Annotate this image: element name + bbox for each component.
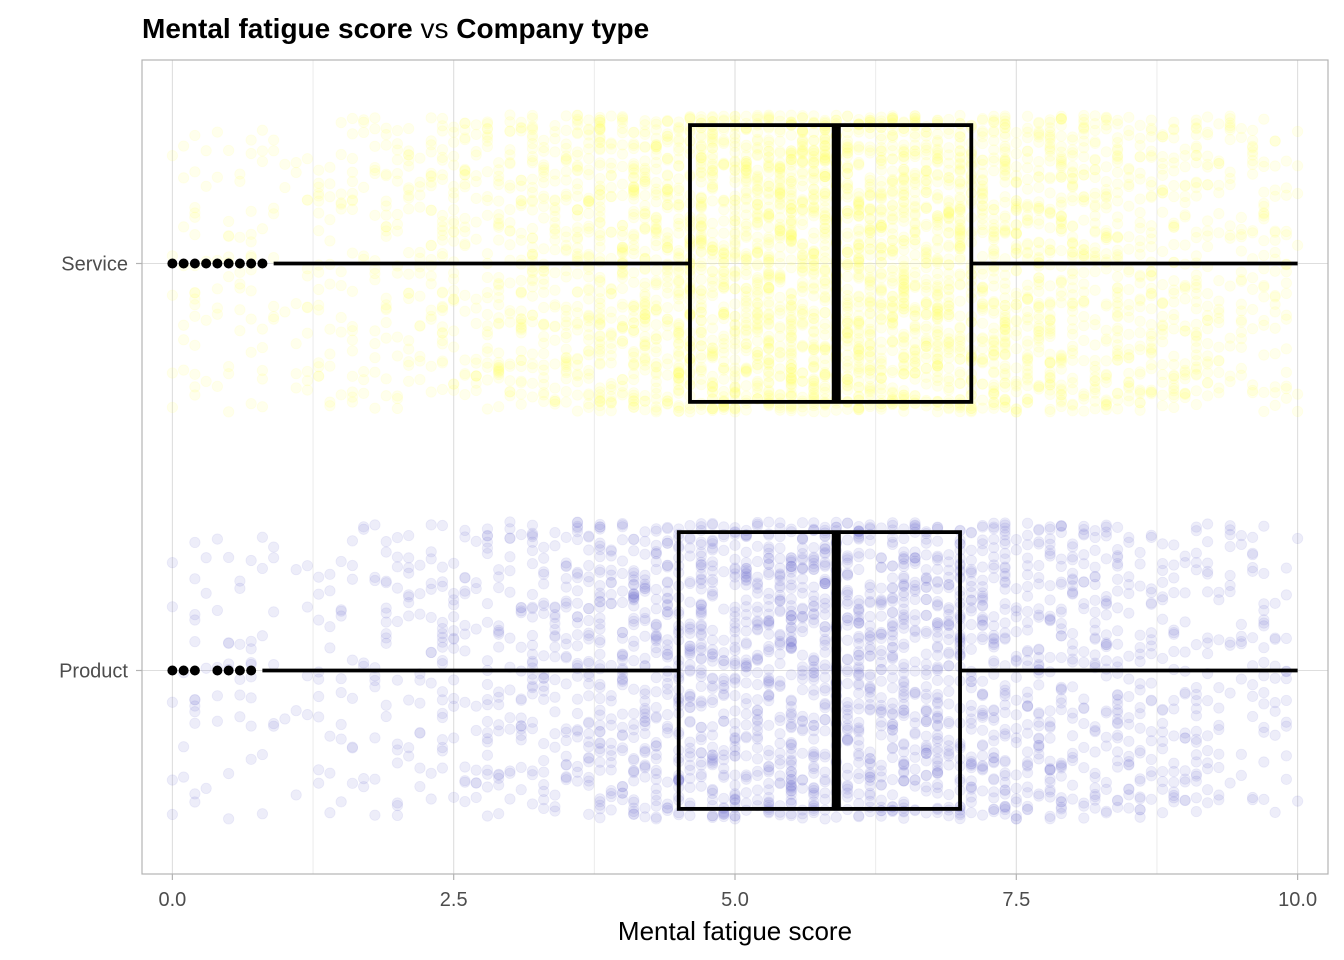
chart-title-part-3: Company type [456,13,649,44]
outlier-point [246,258,257,269]
box-iqr [676,530,962,811]
outlier-point [223,258,234,269]
outlier-point [201,258,212,269]
chart-title-part-2: vs [413,13,457,44]
outlier-point [178,258,189,269]
outlier-point [257,258,268,269]
outlier-point [167,665,178,676]
chart-title-part-1: Mental fatigue score [142,13,413,44]
outlier-point [189,258,200,269]
outlier-point [212,665,223,676]
jitter-layer [166,109,1304,825]
boxplot-service [167,123,1298,404]
outlier-point [223,665,234,676]
y-tick-label-service: Service [61,254,128,276]
x-tick-label: 0.0 [158,889,186,911]
axis-layer: 0.0 2.5 5.0 7.5 10.0 Service Product [59,254,1317,912]
x-tick-label: 2.5 [440,889,468,911]
outlier-point [212,258,223,269]
outlier-point [178,665,189,676]
jitter-points-product [166,516,1304,825]
outlier-point [189,665,200,676]
boxplot-product [167,530,1298,811]
box-iqr [688,123,974,404]
x-tick-label: 10.0 [1278,889,1317,911]
y-tick-label-product: Product [59,661,128,683]
x-tick-label: 7.5 [1002,889,1030,911]
chart-title: Mental fatigue score vs Company type [142,13,649,44]
box-layer [167,123,1298,811]
jitter-points-service [166,109,1304,418]
outlier-point [234,665,245,676]
x-axis-title: Mental fatigue score [618,916,852,946]
x-tick-label: 5.0 [721,889,749,911]
outlier-point [234,258,245,269]
outlier-point [246,665,257,676]
outlier-point [167,258,178,269]
